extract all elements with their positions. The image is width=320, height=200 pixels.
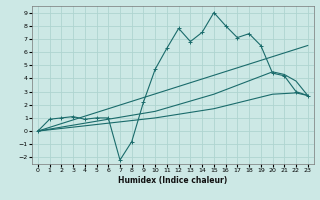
X-axis label: Humidex (Indice chaleur): Humidex (Indice chaleur) (118, 176, 228, 185)
